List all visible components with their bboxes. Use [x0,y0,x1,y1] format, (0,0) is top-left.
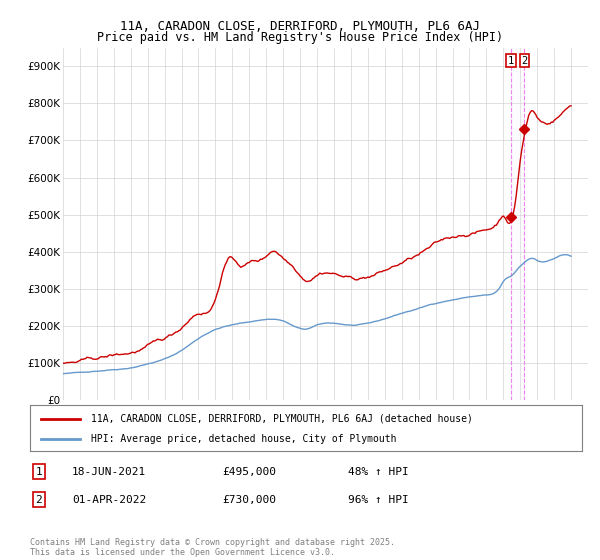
Text: 01-APR-2022: 01-APR-2022 [72,494,146,505]
Text: 11A, CARADON CLOSE, DERRIFORD, PLYMOUTH, PL6 6AJ: 11A, CARADON CLOSE, DERRIFORD, PLYMOUTH,… [120,20,480,32]
Text: £730,000: £730,000 [222,494,276,505]
Text: HPI: Average price, detached house, City of Plymouth: HPI: Average price, detached house, City… [91,435,396,444]
Text: 96% ↑ HPI: 96% ↑ HPI [348,494,409,505]
Text: Price paid vs. HM Land Registry's House Price Index (HPI): Price paid vs. HM Land Registry's House … [97,31,503,44]
Bar [511,48,524,400]
Text: 11A, CARADON CLOSE, DERRIFORD, PLYMOUTH, PL6 6AJ (detached house): 11A, CARADON CLOSE, DERRIFORD, PLYMOUTH,… [91,414,473,424]
Text: £495,000: £495,000 [222,466,276,477]
Text: Contains HM Land Registry data © Crown copyright and database right 2025.
This d: Contains HM Land Registry data © Crown c… [30,538,395,557]
Text: 48% ↑ HPI: 48% ↑ HPI [348,466,409,477]
Text: 1: 1 [508,55,514,66]
Text: 18-JUN-2021: 18-JUN-2021 [72,466,146,477]
Text: 2: 2 [35,494,43,505]
Text: 2: 2 [521,55,527,66]
Text: 1: 1 [35,466,43,477]
